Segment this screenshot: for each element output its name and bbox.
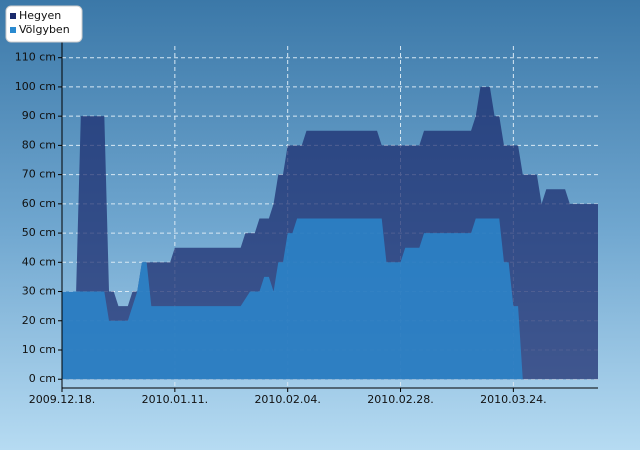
x-tick-label: 2010.01.11.	[142, 393, 208, 406]
legend-swatch	[10, 13, 16, 19]
y-tick-label: 110 cm	[15, 51, 56, 64]
y-tick-label: 100 cm	[15, 80, 56, 93]
y-tick-label: 70 cm	[22, 168, 56, 181]
areas	[62, 86, 598, 380]
legend-swatch	[10, 27, 16, 33]
legend-box	[5, 5, 83, 43]
y-tick-label: 30 cm	[22, 285, 56, 298]
y-tick-label: 20 cm	[22, 314, 56, 327]
y-tick-label: 60 cm	[22, 197, 56, 210]
area	[62, 218, 598, 380]
legend-label: Hegyen	[19, 9, 61, 22]
x-tick-label: 2010.03.24.	[480, 393, 546, 406]
y-tick-label: 0 cm	[29, 372, 56, 385]
y-tick-label: 90 cm	[22, 109, 56, 122]
x-tick-label: 2010.02.28.	[367, 393, 433, 406]
y-tick-label: 40 cm	[22, 255, 56, 268]
legend-label: Völgyben	[19, 23, 70, 36]
x-tick-label: 2009.12.18.	[29, 393, 95, 406]
x-tick-label: 2010.02.04.	[254, 393, 320, 406]
y-tick-label: 50 cm	[22, 226, 56, 239]
y-tick-label: 80 cm	[22, 138, 56, 151]
axes: 0 cm 10 cm 20 cm 30 cm 40 cm 50 cm 60 cm 70 cm 8…	[15, 40, 598, 406]
y-tick-label: 10 cm	[22, 343, 56, 356]
